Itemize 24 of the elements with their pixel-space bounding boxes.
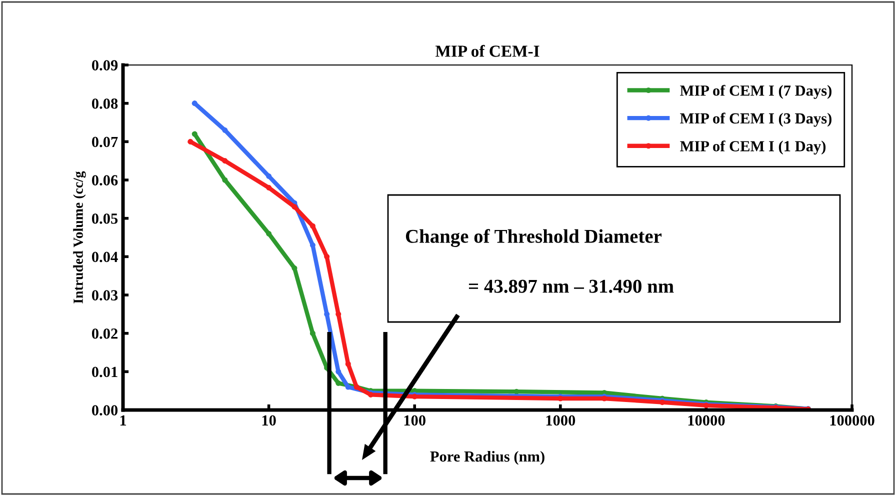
annotation: Change of Threshold Diameter (406, 229, 662, 247)
y-tick-label: 0.07 (92, 136, 118, 148)
chart-title: MIP of CEM-I (435, 44, 540, 57)
legend-label: MIP of CEM I (1 Day) (680, 140, 826, 155)
x-tick-label: 1 (120, 415, 126, 426)
y-tick-label: 0.02 (92, 328, 118, 339)
y-tick-label: 0.04 (92, 252, 118, 262)
y-tick-label: 0.03 (92, 290, 118, 301)
x-tick-label: 10 (262, 415, 276, 426)
legend-label: MIP of CEM I (7 Days) (680, 84, 832, 99)
y-tick-label: 0.00 (92, 405, 118, 416)
y-axis-title: Intruded Volume (cc/g (73, 171, 86, 304)
y-tick-label: 0.05 (92, 213, 118, 224)
x-tick-label: 10000 (688, 415, 725, 426)
y-tick-label: 0.09 (92, 60, 118, 71)
annotation: = 43.897 nm – 31.490 nm (468, 280, 674, 293)
legend-label: MIP of CEM I (3 Days) (680, 112, 832, 127)
y-tick-label: 0.01 (92, 366, 118, 378)
x-tick-label: 1000 (546, 415, 576, 426)
y-tick-label: 0.08 (92, 98, 118, 109)
x-tick-label: 100000 (830, 415, 874, 426)
y-tick-label: 0.06 (92, 175, 118, 186)
x-axis-title: Pore Radius (nm) (430, 450, 544, 465)
x-tick-label: 100 (404, 415, 426, 426)
